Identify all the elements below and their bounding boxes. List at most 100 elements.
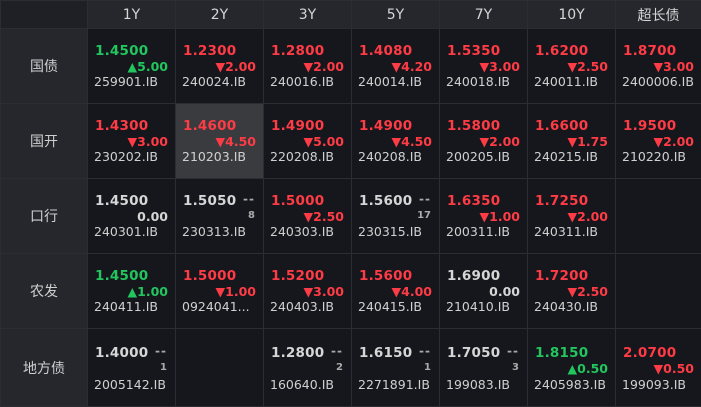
change-value: ▼2.50 — [568, 59, 608, 74]
row-header-exim[interactable]: 口行 — [1, 179, 88, 254]
yield-value: 1.6350 — [447, 193, 500, 209]
col-header-2y[interactable]: 2Y — [176, 1, 264, 29]
col-header-10y[interactable]: 10Y — [528, 1, 616, 29]
change-value: ▼3.00 — [128, 134, 168, 149]
row-header-cdb[interactable]: 国开 — [1, 104, 88, 179]
yield-value: 1.7250 — [535, 193, 588, 209]
bond-code: 210203.IB — [182, 149, 246, 164]
change-value: ▼4.20 — [392, 59, 432, 74]
bond-code: 240024.IB — [182, 74, 246, 89]
bond-code: 240403.IB — [270, 299, 334, 314]
trade-count: 2 — [336, 362, 343, 373]
row-header-local-gov[interactable]: 地方债 — [1, 329, 88, 407]
row-header-treasury[interactable]: 国债 — [1, 29, 88, 104]
change-value: ▼0.50 — [654, 361, 694, 376]
no-change-dash: -- — [419, 344, 431, 358]
bond-code: 199083.IB — [446, 377, 510, 392]
yield-value: 1.4500 — [95, 268, 148, 284]
bond-code: 240415.IB — [358, 299, 422, 314]
bond-code: 240215.IB — [534, 149, 598, 164]
yield-value: 2.0700 — [623, 345, 676, 361]
yield-value: 1.5800 — [447, 118, 500, 134]
row-header-adbc[interactable]: 农发 — [1, 254, 88, 329]
change-value: ▼4.00 — [392, 284, 432, 299]
header-row: 1Y 2Y 3Y 5Y 7Y 10Y 超长债 — [1, 1, 701, 29]
trade-count: 1 — [424, 362, 431, 373]
yield-value: 1.5600 — [359, 193, 412, 209]
bond-code: 160640.IB — [270, 377, 334, 392]
change-value: ▼1.00 — [480, 209, 520, 224]
col-header-5y[interactable]: 5Y — [352, 1, 440, 29]
yield-value: 1.4500 — [95, 43, 148, 59]
bond-code: 240014.IB — [358, 74, 422, 89]
yield-value: 1.4000 — [95, 345, 148, 361]
bond-code: 230315.IB — [358, 224, 422, 239]
col-header-3y[interactable]: 3Y — [264, 1, 352, 29]
bond-code: 199093.IB — [622, 377, 686, 392]
trade-count: 3 — [512, 362, 519, 373]
bond-code: 230313.IB — [182, 224, 246, 239]
col-header-ultra-long[interactable]: 超长债 — [616, 1, 701, 29]
yield-value: 1.8150 — [535, 345, 588, 361]
col-header-7y[interactable]: 7Y — [440, 1, 528, 29]
no-change-dash: -- — [507, 344, 519, 358]
quote-cell — [176, 329, 264, 407]
col-header-1y[interactable]: 1Y — [88, 1, 176, 29]
change-value: ▼2.50 — [304, 209, 344, 224]
bond-code: 220208.IB — [270, 149, 334, 164]
no-change-dash: -- — [155, 344, 167, 358]
change-value: ▼3.00 — [654, 59, 694, 74]
change-value: ▼2.50 — [568, 284, 608, 299]
bond-code: 240018.IB — [446, 74, 510, 89]
change-value: ▼4.50 — [216, 134, 256, 149]
bond-code: 240208.IB — [358, 149, 422, 164]
change-value: ▲0.50 — [568, 361, 608, 376]
no-change-dash: -- — [243, 192, 255, 206]
bond-code: 230202.IB — [94, 149, 158, 164]
yield-value: 1.6200 — [535, 43, 588, 59]
bond-code: 240311.IB — [534, 224, 598, 239]
yield-value: 1.6900 — [447, 268, 500, 284]
yield-value: 1.5050 — [183, 193, 236, 209]
bond-code: 240303.IB — [270, 224, 334, 239]
quote-cell — [616, 254, 701, 329]
yield-value: 1.7200 — [535, 268, 588, 284]
bond-code: 240411.IB — [94, 299, 158, 314]
